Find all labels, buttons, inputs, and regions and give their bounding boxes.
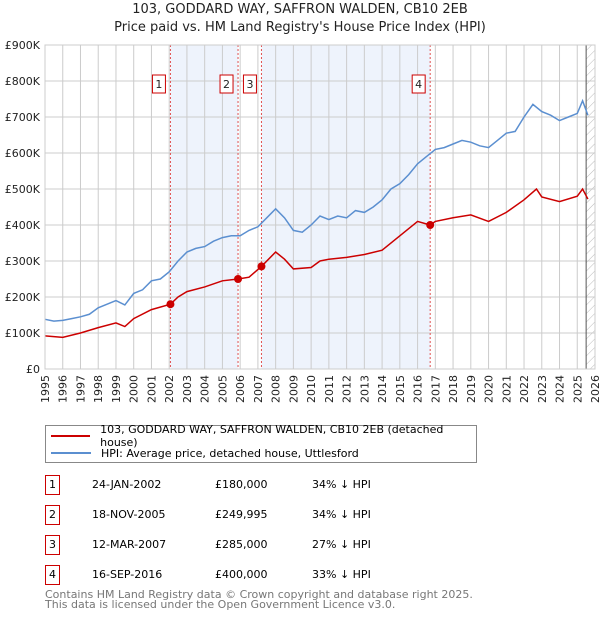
- x-tick-label: 1997: [74, 375, 87, 403]
- y-tick-label: £200K: [5, 291, 41, 304]
- transaction-date: 16-SEP-2016: [92, 568, 163, 581]
- x-tick-label: 2002: [163, 375, 176, 403]
- series-line-hpi: [44, 98, 589, 322]
- transaction-row: 4 16-SEP-2016 £400,000 33% ↓ HPI: [45, 565, 445, 585]
- transaction-hpi: 34% ↓ HPI: [312, 478, 371, 491]
- x-tick-label: 2006: [234, 375, 247, 403]
- sale-point: [426, 221, 435, 229]
- x-tick-label: 2000: [128, 375, 141, 403]
- y-tick-label: £500K: [5, 183, 41, 196]
- x-tick-label: 2015: [394, 375, 407, 403]
- transaction-marker-label: 3: [246, 78, 253, 91]
- x-tick-label: 2004: [199, 375, 212, 403]
- sale-point: [234, 275, 243, 284]
- x-tick-label: 2022: [518, 375, 531, 403]
- footer: Contains HM Land Registry data © Crown c…: [45, 588, 473, 611]
- x-tick-label: 2008: [270, 375, 283, 403]
- transaction-price: £180,000: [215, 478, 268, 491]
- transaction-marker-box: [411, 74, 426, 94]
- chart-subtitle: Price paid vs. HM Land Registry's House …: [114, 20, 486, 35]
- x-tick-label: 1999: [110, 375, 123, 403]
- x-tick-label: 2019: [465, 375, 478, 403]
- x-tick-label: 2011: [323, 375, 336, 403]
- transaction-badge: 3: [45, 535, 60, 555]
- legend-label: HPI: Average price, detached house, Uttl…: [101, 446, 359, 460]
- transaction-badge: 1: [45, 475, 60, 495]
- x-tick-label: 2020: [483, 375, 496, 403]
- x-tick-label: 2012: [341, 375, 354, 403]
- x-tick-label: 2001: [145, 375, 158, 403]
- y-tick-label: £0: [26, 363, 40, 376]
- x-tick-label: 2003: [181, 375, 194, 403]
- y-tick-label: £800K: [5, 75, 41, 88]
- x-tick-label: 2026: [589, 375, 600, 403]
- transaction-marker-box: [151, 74, 166, 94]
- sale-point: [257, 262, 266, 271]
- x-tick-label: 2024: [554, 375, 567, 403]
- transaction-marker-box: [242, 74, 257, 94]
- y-tick-label: £100K: [5, 327, 41, 340]
- y-tick-label: £600K: [5, 147, 41, 160]
- x-tick-label: 2010: [305, 375, 318, 403]
- sale-point: [166, 300, 175, 309]
- transaction-row: 2 18-NOV-2005 £249,995 34% ↓ HPI: [45, 505, 445, 525]
- footer-line1: Contains HM Land Registry data © Crown c…: [45, 588, 473, 601]
- legend-swatch-blue: [51, 452, 91, 454]
- x-tick-label: 1995: [39, 375, 52, 403]
- transaction-price: £285,000: [215, 538, 268, 551]
- transaction-price: £400,000: [215, 568, 268, 581]
- x-tick-label: 2007: [252, 375, 265, 403]
- transaction-date: 24-JAN-2002: [92, 478, 162, 491]
- forecast-hatch: [586, 45, 595, 369]
- x-tick-label: 2013: [358, 375, 371, 403]
- transaction-marker-label: 2: [223, 78, 230, 91]
- transaction-marker-label: 4: [415, 78, 422, 91]
- x-tick-label: 1996: [57, 375, 70, 403]
- x-tick-label: 2023: [536, 375, 549, 403]
- series-line-property: [44, 187, 589, 339]
- x-tick-label: 2018: [447, 375, 460, 403]
- transaction-row: 3 12-MAR-2007 £285,000 27% ↓ HPI: [45, 535, 445, 555]
- transaction-badge: 4: [45, 565, 60, 585]
- transaction-marker-label: 1: [155, 78, 162, 91]
- plot-border: [44, 44, 596, 370]
- legend: 103, GODDARD WAY, SAFFRON WALDEN, CB10 2…: [45, 423, 477, 463]
- plot-area: 1995 1996 1997 1998 1999 2000 2001 2002 2003 2004…: [5, 39, 600, 403]
- legend-item-property: 103, GODDARD WAY, SAFFRON WALDEN, CB10 2…: [51, 423, 476, 449]
- x-tick-label: 2021: [500, 375, 513, 403]
- x-tick-label: 2016: [412, 375, 425, 403]
- shaded-range: [261, 45, 431, 369]
- y-tick-label: £400K: [5, 219, 41, 232]
- x-tick-label: 2025: [571, 375, 584, 403]
- transaction-date: 12-MAR-2007: [92, 538, 167, 551]
- transaction-row: 1 24-JAN-2002 £180,000 34% ↓ HPI: [45, 475, 445, 495]
- x-tick-label: 2009: [287, 375, 300, 403]
- transaction-hpi: 34% ↓ HPI: [312, 508, 371, 521]
- legend-label: 103, GODDARD WAY, SAFFRON WALDEN, CB10 2…: [100, 423, 444, 449]
- transaction-hpi: 27% ↓ HPI: [312, 538, 371, 551]
- transaction-date: 18-NOV-2005: [92, 508, 166, 521]
- x-tick-label: 2005: [216, 375, 229, 403]
- x-tick-label: 1998: [92, 375, 105, 403]
- transaction-hpi: 33% ↓ HPI: [312, 568, 371, 581]
- legend-swatch-red: [51, 435, 91, 437]
- transaction-badge: 2: [45, 505, 60, 525]
- y-tick-label: £300K: [5, 255, 41, 268]
- transaction-price: £249,995: [215, 508, 268, 521]
- chart-title: 103, GODDARD WAY, SAFFRON WALDEN, CB10 2…: [132, 2, 468, 17]
- y-tick-label: £700K: [5, 111, 41, 124]
- x-tick-label: 2014: [376, 375, 389, 403]
- footer-line2: This data is licensed under the Open Gov…: [45, 598, 396, 611]
- x-tick-label: 2017: [429, 375, 442, 403]
- transaction-marker-box: [219, 74, 234, 94]
- legend-item-hpi: HPI: Average price, detached house, Uttl…: [51, 445, 359, 461]
- y-tick-label: £900K: [5, 39, 41, 52]
